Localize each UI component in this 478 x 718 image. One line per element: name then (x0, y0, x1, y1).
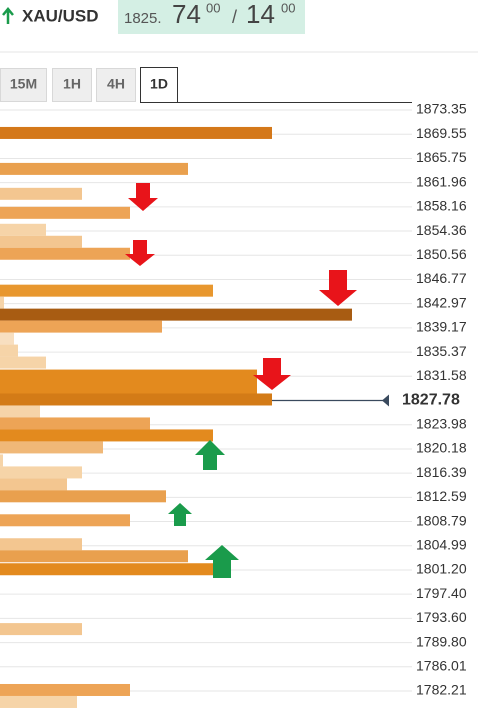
confluence-bar (0, 454, 3, 467)
confluence-bar (0, 206, 130, 219)
current-price: 1827.78 (272, 392, 460, 409)
confluence-bar (0, 162, 188, 175)
levels: 1873.35 1869.55 1865.75 1861.96 1858.16 1854.… (0, 101, 467, 698)
down-arrow (125, 240, 155, 266)
level-label: 1854.36 (416, 222, 467, 238)
level-label: 1786.01 (416, 657, 467, 673)
confluence-bar (0, 623, 82, 636)
tab-label[interactable]: 1D (150, 76, 168, 92)
level-label: 1808.79 (416, 512, 467, 528)
level-label: 1823.98 (416, 415, 467, 431)
confluence-bar (0, 478, 67, 491)
confluence-bar (0, 187, 82, 200)
symbol: XAU/USD (22, 6, 99, 25)
level-label: 1835.37 (416, 343, 467, 359)
bid-main: 1825. (124, 10, 162, 27)
up-arrow (195, 440, 225, 470)
level-label: 1793.60 (416, 609, 467, 625)
tab[interactable] (96, 68, 136, 102)
tab-label[interactable]: 15M (10, 76, 37, 92)
tabs: 15M 1H 4H 1D (0, 67, 178, 103)
confluence-bar (0, 490, 166, 503)
bars (0, 126, 352, 708)
level-label: 1861.96 (416, 173, 467, 189)
tab-label[interactable]: 4H (107, 76, 125, 92)
level-label: 1850.56 (416, 246, 467, 262)
level-label: 1782.21 (416, 682, 467, 698)
trend-icon (2, 7, 14, 24)
down-arrow (253, 358, 291, 390)
current-marker (382, 394, 389, 407)
level-label: 1839.17 (416, 319, 467, 335)
confluence-bar (0, 429, 213, 442)
confluence-bar (0, 381, 257, 394)
price-box (118, 0, 305, 34)
tab[interactable] (140, 67, 178, 103)
confluence-bar (0, 683, 130, 696)
level-label: 1865.75 (416, 149, 467, 165)
arrows (125, 183, 357, 578)
down-arrow (319, 270, 357, 306)
down-arrow (128, 183, 158, 211)
confluence-bar (0, 332, 14, 345)
confluence-bar (0, 695, 77, 708)
level-label: 1812.59 (416, 488, 467, 504)
up-arrow (168, 503, 192, 526)
level-label: 1797.40 (416, 585, 467, 601)
confluence-bar (0, 393, 272, 406)
confluence-bar (0, 235, 82, 248)
confluence-bar (0, 405, 40, 418)
ask-sup: 00 (281, 0, 295, 15)
confluence-bar (0, 538, 82, 551)
confluence-bar (0, 369, 257, 382)
level-label: 1858.16 (416, 198, 467, 214)
tab[interactable] (0, 68, 47, 102)
tab-label[interactable]: 1H (63, 76, 81, 92)
level-label: 1846.77 (416, 270, 467, 286)
confluence-bar (0, 344, 18, 357)
confluence-bar (0, 550, 188, 563)
confluence-bar (0, 320, 162, 333)
level-label: 1804.99 (416, 536, 467, 552)
confluence-bar (0, 563, 213, 576)
level-label: 1831.58 (416, 367, 467, 383)
level-label: 1820.18 (416, 440, 467, 456)
confluence-bar (0, 308, 352, 321)
up-arrow (205, 545, 239, 578)
confluence-bar (0, 417, 150, 430)
level-label: 1842.97 (416, 294, 467, 310)
confluence-bar (0, 356, 46, 369)
confluence-bar (0, 126, 272, 139)
confluence-bar (0, 514, 130, 527)
level-label: 1869.55 (416, 125, 467, 141)
confluence-bar (0, 466, 82, 479)
confluence-bar (0, 296, 4, 309)
level-label: 1816.39 (416, 464, 467, 480)
current-label: 1827.78 (402, 392, 460, 409)
level-label: 1789.80 (416, 633, 467, 649)
confluence-bar (0, 247, 130, 260)
ask-big: 14 (246, 0, 275, 29)
confluence-bar (0, 441, 103, 454)
bid-big: 74 (172, 0, 201, 29)
level-label: 1801.20 (416, 561, 467, 577)
bid-sup: 00 (206, 0, 220, 15)
confluence-bar (0, 284, 213, 297)
level-label: 1873.35 (416, 101, 467, 117)
separator: / (232, 7, 237, 27)
confluence-bar (0, 223, 46, 236)
tab[interactable] (52, 68, 92, 102)
